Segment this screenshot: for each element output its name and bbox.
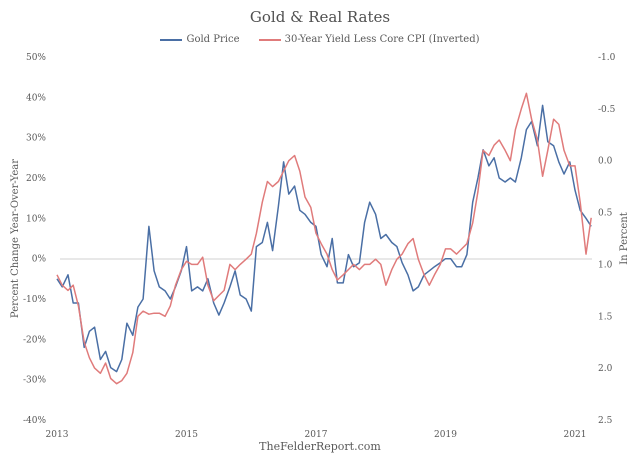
x-tick-label: 2017 [305, 430, 328, 440]
y-right-tick-label: 0.0 [598, 157, 613, 167]
legend-item-real-rates: 30-Year Yield Less Core CPI (Inverted) [258, 34, 480, 45]
chart-title: Gold & Real Rates [249, 8, 391, 26]
y-left-tick-label: 30% [26, 134, 46, 144]
series-line-gold-price [56, 104, 592, 373]
series-line-real-rates-inverted [56, 92, 592, 385]
y-right-tick-label: -0.5 [598, 105, 616, 115]
x-tick-label: 2015 [175, 430, 198, 440]
legend-label-real-rates: 30-Year Yield Less Core CPI (Inverted) [284, 34, 480, 45]
y-left-tick-label: -20% [23, 335, 46, 345]
x-tick-label: 2013 [46, 430, 69, 440]
y-axis-left-title: Percent Change Year-Over-Year [10, 159, 21, 318]
y-right-tick-label: 1.0 [598, 260, 613, 270]
y-left-tick-label: 20% [26, 174, 46, 184]
y-right-tick-label: 1.5 [598, 312, 613, 322]
legend-swatch-real-rates [258, 38, 281, 41]
y-axis-right-title: In Percent [619, 212, 630, 265]
y-left-tick-label: 50% [26, 53, 46, 63]
chart-series [56, 92, 592, 385]
y-left-tick-label: -40% [23, 416, 46, 426]
y-right-tick-label: 2.5 [598, 416, 613, 426]
y-left-tick-label: 0% [32, 255, 47, 265]
y-left-tick-label: -10% [23, 295, 46, 305]
y-left-tick-label: 10% [26, 214, 46, 224]
y-right-tick-label: 2.0 [598, 364, 613, 374]
legend: Gold Price 30-Year Yield Less Core CPI (… [0, 34, 640, 45]
source-label: TheFelderReport.com [259, 440, 381, 453]
legend-swatch-gold [160, 38, 183, 41]
legend-item-gold: Gold Price [160, 34, 239, 45]
y-right-tick-label: -1.0 [598, 53, 616, 63]
x-tick-label: 2019 [434, 430, 457, 440]
y-right-tick-label: 0.5 [598, 209, 613, 219]
y-left-tick-label: -30% [23, 376, 46, 386]
y-left-tick-label: 40% [26, 93, 46, 103]
chart-axes: 50% 40% 30% 20% 10% 0% -10% -20% -30% -40% -1.0 -0.… [23, 53, 616, 440]
x-tick-label: 2021 [564, 430, 587, 440]
legend-label-gold: Gold Price [186, 34, 240, 45]
